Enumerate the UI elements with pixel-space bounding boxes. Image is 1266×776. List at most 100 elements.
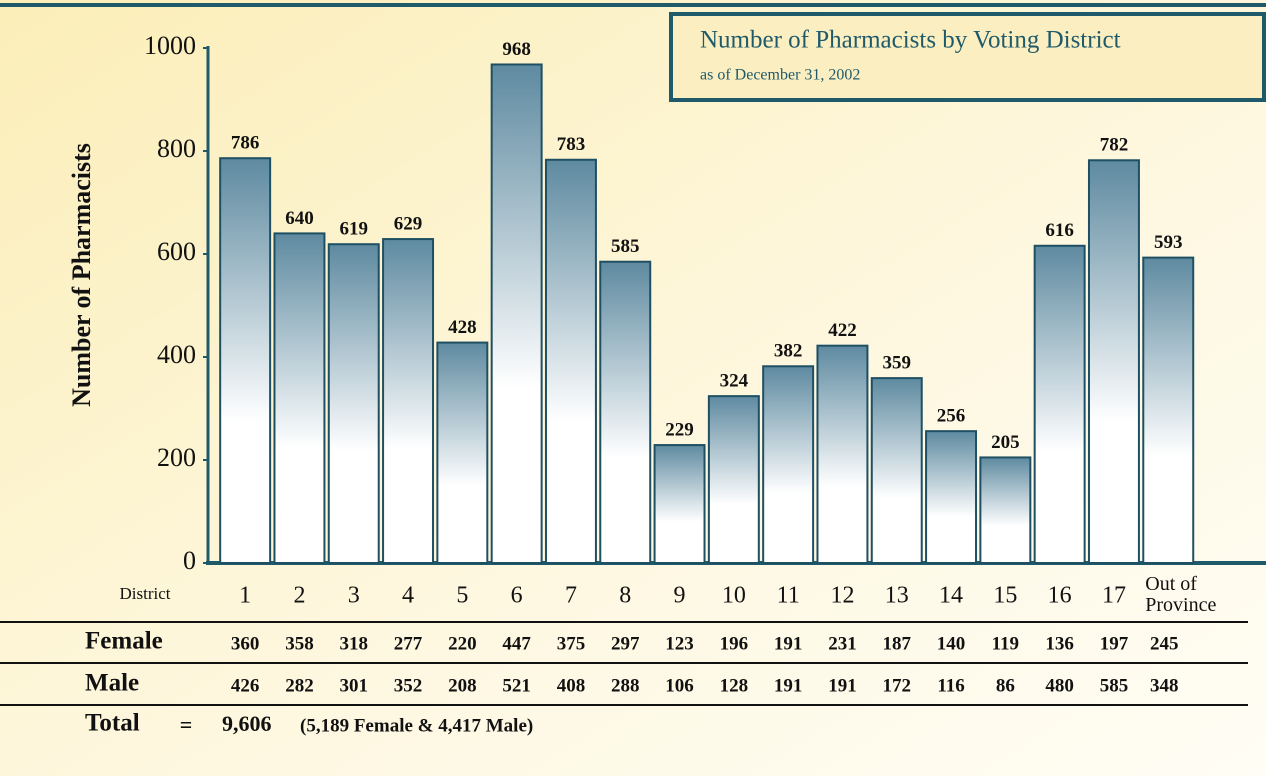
chart-title: Number of Pharmacists by Voting District	[700, 27, 1121, 54]
table-cell: 123	[665, 633, 694, 654]
value-label: 256	[937, 406, 966, 427]
x-tick-label: 7	[565, 583, 577, 609]
table-cell: 426	[231, 675, 260, 696]
x-tick-label: 2	[293, 583, 305, 609]
x-tick-label: 6	[511, 583, 523, 609]
value-label: 229	[665, 419, 694, 440]
row-label: Male	[85, 670, 139, 697]
total-label: Total	[85, 710, 140, 737]
table-cell: 231	[828, 633, 857, 654]
total-value: 9,606	[222, 711, 272, 736]
bar	[817, 346, 867, 563]
value-label: 585	[611, 236, 640, 257]
y-tick-label: 600	[157, 237, 196, 266]
total-detail: (5,189 Female & 4,417 Male)	[300, 715, 533, 736]
y-tick-label: 400	[157, 340, 196, 369]
table-cell: 119	[992, 633, 1019, 654]
table-cell: 277	[394, 633, 423, 654]
x-tick-label: 12	[830, 583, 854, 609]
value-label: 968	[502, 39, 531, 60]
x-tick-label: 11	[777, 583, 800, 609]
table-cell: 360	[231, 633, 260, 654]
bar	[329, 244, 379, 563]
table-cell: 191	[774, 633, 803, 654]
x-tick-label: 10	[722, 583, 746, 609]
table-cell: 301	[340, 675, 369, 696]
bar	[926, 431, 976, 563]
bar	[220, 158, 270, 563]
table-cell: 191	[774, 675, 803, 696]
bar	[872, 378, 922, 563]
y-tick-label: 0	[183, 546, 196, 575]
bar	[383, 239, 433, 563]
table-cell: 196	[720, 633, 749, 654]
table-cell: 348	[1150, 675, 1179, 696]
table-cell: 191	[828, 675, 857, 696]
page: Number of Pharmacists by Voting District…	[0, 0, 1266, 776]
bar	[655, 445, 705, 563]
table-cell: 288	[611, 675, 640, 696]
x-tick-label: 8	[619, 583, 631, 609]
y-tick-label: 1000	[144, 31, 196, 60]
y-axis-label: Number of Pharmacists	[67, 143, 96, 407]
table-cell: 447	[502, 633, 531, 654]
bar	[546, 160, 596, 563]
y-tick-label: 200	[157, 443, 196, 472]
table-cell: 245	[1150, 633, 1179, 654]
table-cell: 187	[883, 633, 912, 654]
value-label: 786	[231, 133, 260, 154]
x-tick-label: 15	[993, 583, 1017, 609]
table-cell: 375	[557, 633, 586, 654]
table-cell: 352	[394, 675, 423, 696]
value-label: 593	[1154, 232, 1183, 253]
table-cell: 86	[996, 675, 1015, 696]
value-label: 783	[557, 134, 586, 155]
bar	[600, 262, 650, 563]
bar	[980, 457, 1030, 563]
table-cell: 172	[883, 675, 912, 696]
chart-subtitle: as of December 31, 2002	[700, 67, 860, 84]
x-tick-label: 9	[674, 583, 686, 609]
table-cell: 585	[1100, 675, 1129, 696]
bar	[1143, 258, 1193, 563]
bar	[1089, 160, 1139, 563]
value-label: 324	[720, 370, 749, 391]
table-cell: 208	[448, 675, 477, 696]
total-equals: =	[180, 712, 193, 737]
table-cell: 358	[285, 633, 314, 654]
table-cell: 297	[611, 633, 640, 654]
value-label: 629	[394, 213, 423, 234]
value-label: 782	[1100, 135, 1129, 156]
bar	[763, 366, 813, 563]
bar	[709, 396, 759, 563]
row-label: Female	[85, 628, 163, 655]
x-tick-label: 1	[239, 583, 251, 609]
bar	[1035, 246, 1085, 563]
value-label: 428	[448, 317, 477, 338]
table-cell: 521	[502, 675, 531, 696]
x-axis-label: District	[120, 584, 171, 603]
table-cell: 318	[340, 633, 369, 654]
value-label: 619	[340, 219, 369, 240]
table-cell: 408	[557, 675, 586, 696]
x-tick-label: 3	[348, 583, 360, 609]
value-label: 359	[883, 352, 912, 373]
table-cell: 140	[937, 633, 966, 654]
value-label: 640	[285, 208, 314, 229]
table-cell: 136	[1045, 633, 1074, 654]
x-tick-label: 16	[1048, 583, 1072, 609]
value-label: 205	[991, 432, 1020, 453]
bar	[274, 233, 324, 563]
x-tick-label: 5	[456, 583, 468, 609]
table-cell: 128	[720, 675, 749, 696]
x-tick-label: 17	[1102, 583, 1126, 609]
y-tick-label: 800	[157, 134, 196, 163]
value-label: 616	[1045, 220, 1074, 241]
table-cell: 116	[937, 675, 964, 696]
value-label: 422	[828, 320, 857, 341]
table-cell: 282	[285, 675, 314, 696]
chart: Number of Pharmacists by Voting District…	[0, 0, 1266, 776]
x-tick-label: 13	[885, 583, 909, 609]
x-tick-label: 14	[939, 583, 963, 609]
value-label: 382	[774, 341, 803, 362]
